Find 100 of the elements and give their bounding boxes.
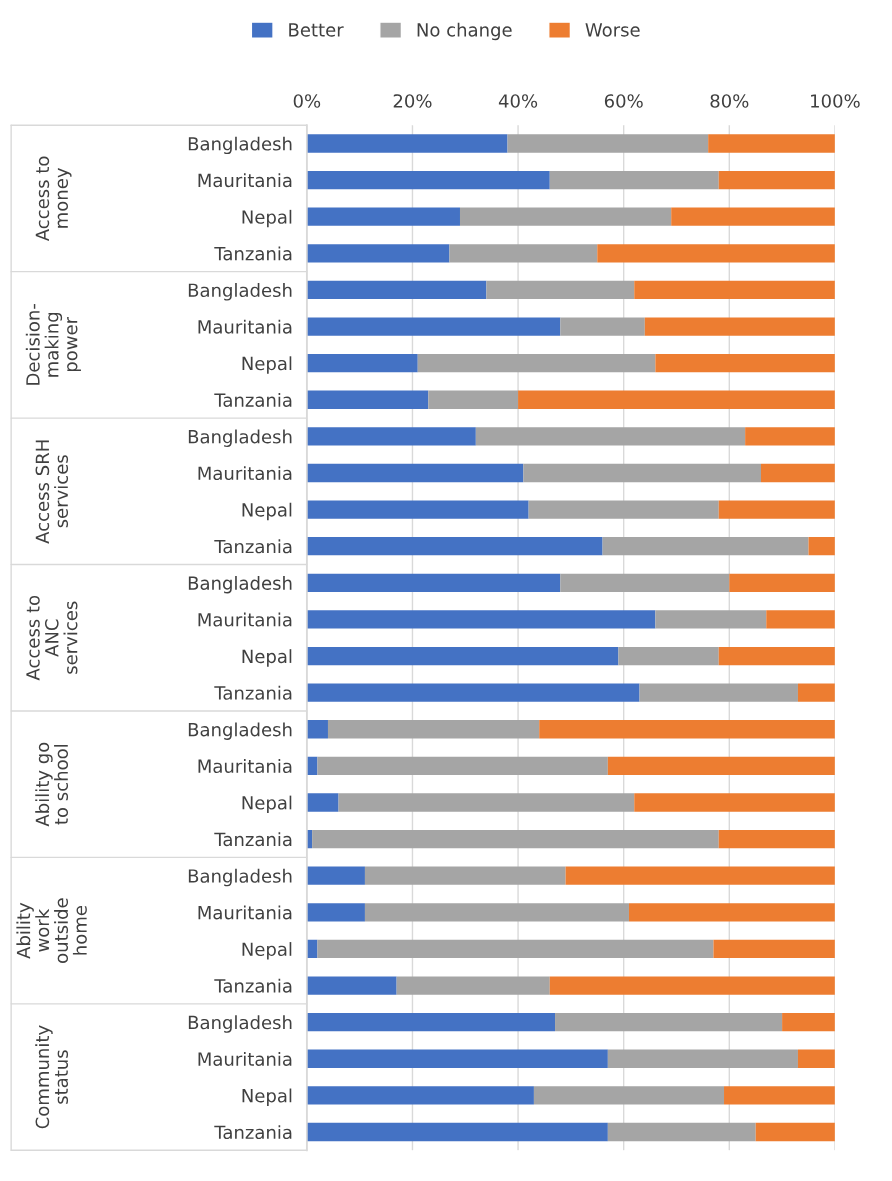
bar [306, 427, 476, 446]
bar [306, 1013, 556, 1032]
bar [475, 427, 746, 446]
y-tick-label: Tanzania [214, 246, 292, 261]
bar [449, 244, 598, 263]
bar [607, 1122, 756, 1142]
bar [306, 1086, 534, 1105]
bar [729, 573, 835, 592]
y-tick-label: Tanzania [214, 685, 292, 700]
text: Access to ANC services [26, 595, 78, 681]
y-tick-label: Nepal [242, 356, 292, 374]
x-tick-label: 100% [811, 94, 860, 108]
bar [618, 646, 719, 666]
bar [797, 683, 835, 702]
text: Ability go to school [35, 742, 69, 827]
bar [306, 903, 365, 922]
bar [306, 1049, 608, 1068]
bar [507, 134, 709, 153]
bar [528, 500, 719, 519]
bar [560, 573, 730, 592]
y-tick-label: Bangladesh [188, 283, 292, 301]
y-tick-label: Bangladesh [188, 1015, 292, 1033]
bar [306, 683, 640, 702]
bar [317, 756, 608, 776]
bar [760, 463, 835, 483]
y-tick-label: Tanzania [214, 832, 292, 847]
bar [797, 1049, 835, 1068]
bar [539, 720, 835, 739]
bar [713, 939, 835, 959]
bar [518, 390, 835, 409]
bar [523, 463, 761, 483]
bar [766, 610, 835, 629]
y-tick-label: Bangladesh [188, 722, 292, 740]
x-tick-label: 40% [498, 94, 538, 108]
bar [755, 1122, 835, 1142]
y-tick-label: Mauritania [198, 319, 292, 334]
bar [628, 903, 835, 922]
legend-label: Worse [585, 23, 640, 37]
bar [555, 1013, 783, 1032]
y-tick-label: Mauritania [198, 173, 292, 188]
text: Ability work outside home [16, 898, 87, 963]
bar [306, 646, 619, 666]
bar [317, 939, 714, 959]
bar [306, 390, 429, 409]
y-tick-label: Tanzania [214, 1125, 292, 1140]
bar [565, 866, 835, 885]
y-tick-label: Nepal [242, 795, 292, 814]
bar [549, 170, 719, 190]
bar [459, 207, 672, 226]
bar [644, 317, 835, 336]
bar [808, 537, 835, 556]
y-tick-label: Mauritania [198, 466, 292, 481]
y-tick-label: Mauritania [198, 759, 292, 773]
bar [306, 976, 397, 995]
bar [327, 720, 540, 739]
bar [306, 463, 524, 483]
bar [634, 280, 835, 300]
x-tick-label: 0% [293, 94, 321, 108]
y-tick-label: Tanzania [214, 539, 292, 554]
y-tick-label: Bangladesh [188, 429, 292, 447]
y-tick-label: Mauritania [198, 612, 292, 627]
bar [708, 134, 835, 153]
bar [306, 170, 550, 190]
bar [306, 207, 460, 226]
x-tick-label: 60% [604, 94, 643, 108]
bar [396, 976, 550, 995]
y-tick-label: Bangladesh [188, 136, 292, 155]
bar [306, 866, 365, 885]
bar [486, 280, 635, 300]
bar [306, 354, 418, 373]
bar [417, 354, 656, 373]
bar [655, 354, 835, 373]
bar [602, 537, 809, 556]
bar [306, 610, 656, 629]
bar [312, 829, 719, 849]
bar [607, 756, 835, 776]
bar [364, 903, 629, 922]
bar [724, 1086, 835, 1105]
bar [533, 1086, 725, 1105]
bar [306, 1122, 608, 1142]
y-tick-label: Mauritania [198, 1051, 292, 1066]
y-tick-label: Tanzania [214, 978, 292, 993]
bar [745, 427, 835, 446]
y-tick-label: Mauritania [198, 905, 292, 920]
bar [607, 1049, 798, 1068]
bar [782, 1013, 835, 1032]
bar [718, 500, 835, 519]
bar [306, 317, 561, 336]
y-tick-label: Nepal [242, 1088, 292, 1106]
bar [718, 170, 835, 190]
bar [671, 207, 835, 226]
bar [655, 610, 767, 629]
y-tick-label: Bangladesh [188, 575, 292, 594]
bar [597, 244, 835, 263]
x-tick-label: 80% [710, 94, 749, 108]
bar [634, 793, 835, 812]
bar [549, 976, 835, 995]
y-tick-label: Nepal [242, 209, 292, 228]
legend-label: Better [289, 23, 344, 37]
text: Decision-making power [25, 304, 81, 385]
